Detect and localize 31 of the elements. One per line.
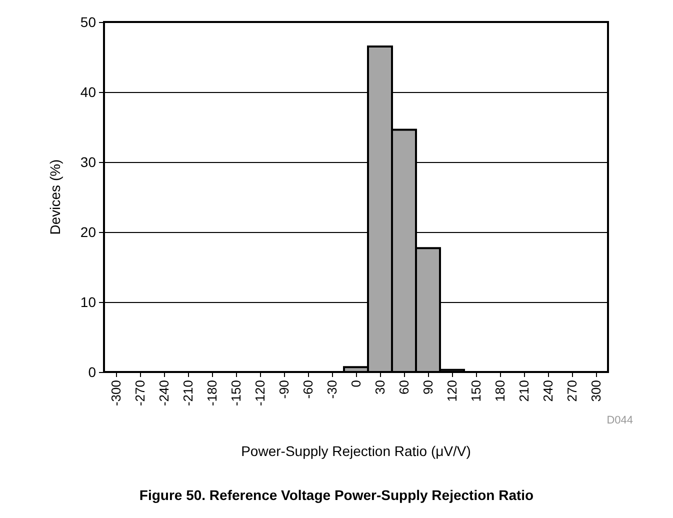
- x-tick-label: 90: [420, 380, 436, 394]
- x-tick-label: -270: [132, 380, 148, 406]
- y-tick-label: 10: [80, 294, 96, 310]
- y-tick-label: 30: [80, 154, 96, 170]
- x-tick-label: -90: [276, 380, 292, 399]
- x-tick-label: 150: [468, 380, 484, 402]
- caption: Figure 50. Reference Voltage Power-Supply Rejection Ratio: [139, 487, 534, 503]
- x-tick-label: 120: [444, 380, 460, 402]
- x-tick-label: -180: [204, 380, 220, 406]
- x-tick-label: -30: [324, 380, 340, 399]
- x-tick-label: 210: [516, 380, 532, 402]
- x-axis-title: Power-Supply Rejection Ratio (μV/V): [241, 443, 471, 459]
- x-tick-label: -300: [108, 380, 124, 406]
- x-tick-label: 180: [492, 380, 508, 402]
- x-tick-label: -150: [228, 380, 244, 406]
- x-tick-label: -240: [156, 380, 172, 406]
- x-tick-label: -210: [180, 380, 196, 406]
- x-tick-label: -60: [300, 380, 316, 399]
- y-tick-label: 0: [88, 364, 96, 380]
- x-tick-label: 30: [372, 380, 388, 394]
- x-tick-label: 240: [540, 380, 556, 402]
- y-tick-label: 20: [80, 224, 96, 240]
- x-tick-label: 300: [588, 380, 604, 402]
- text: D044: [606, 414, 633, 426]
- y-tick-label: 40: [80, 84, 96, 100]
- x-tick-label: 60: [396, 380, 412, 394]
- y-tick-label: 50: [80, 14, 96, 30]
- x-tick-label: 0: [348, 380, 364, 388]
- x-tick-label: 270: [564, 380, 580, 402]
- y-axis-title: Devices (%): [47, 159, 63, 235]
- x-tick-label: -120: [252, 380, 268, 406]
